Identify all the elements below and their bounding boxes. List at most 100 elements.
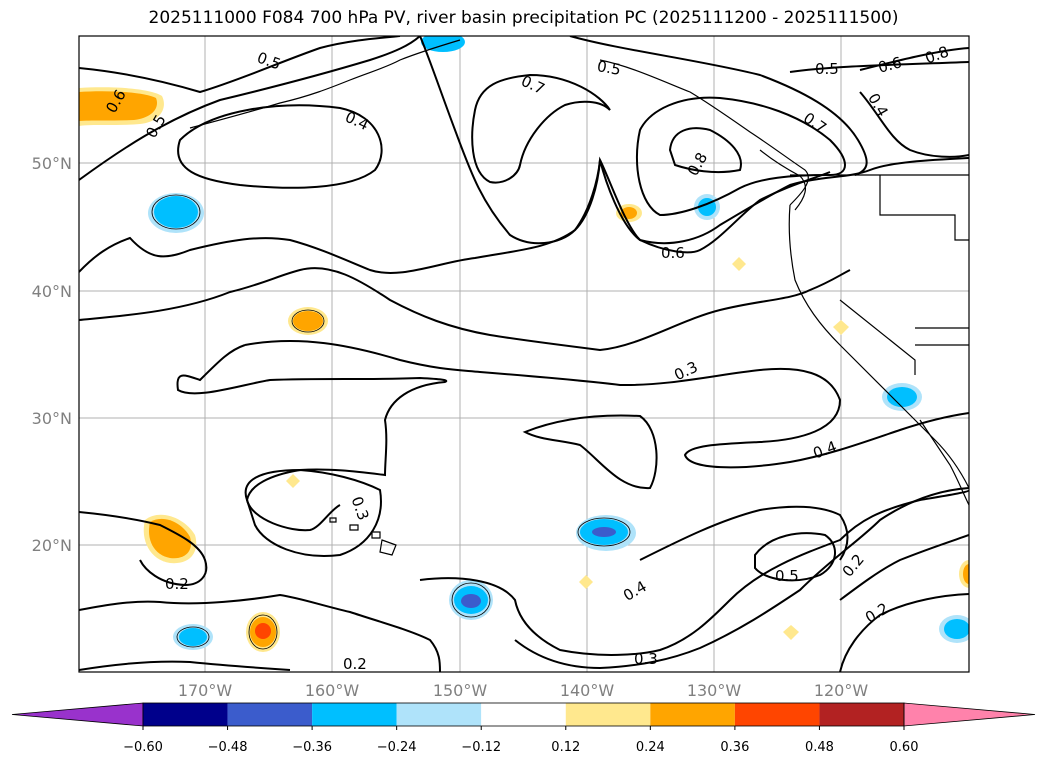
pv-contour-02-se xyxy=(839,534,969,601)
pv-contour-04-se xyxy=(639,505,849,561)
colorbar-box xyxy=(396,703,482,726)
contour-label: 0.2 xyxy=(165,575,189,593)
colorbar-box xyxy=(734,703,820,726)
lon-label-130w: 130°W xyxy=(687,681,742,700)
outline-neg-5 xyxy=(577,517,631,547)
lon-label-150w: 150°W xyxy=(433,681,488,700)
colorbar-tick-label: 0.48 xyxy=(805,740,834,755)
pv-contour-04-south xyxy=(419,489,969,656)
colorbar-tick-label: 0.60 xyxy=(890,740,919,755)
lon-label-160w: 160°W xyxy=(305,681,360,700)
precip-patches xyxy=(79,36,969,652)
colorbar-tick-label: 0.12 xyxy=(551,740,580,755)
pv-contour-02-west xyxy=(79,511,208,587)
pv-contour-05-nw-loop xyxy=(79,36,421,181)
lat-labels: 50°N 40°N 30°N 20°N xyxy=(32,154,72,555)
colorbar-box xyxy=(481,703,566,726)
contour-label: 0.5 xyxy=(596,57,623,79)
pv-contour-05-ne xyxy=(789,61,969,73)
colorbar-box xyxy=(565,703,651,726)
coast-bc xyxy=(759,149,807,211)
colorbar-box xyxy=(312,703,397,726)
precip-outlines xyxy=(151,194,631,650)
precip-patch-pos-6 xyxy=(286,474,300,488)
coast-baja xyxy=(919,419,969,506)
pv-contour-07-ne xyxy=(569,36,868,176)
precip-patch-neg-5-dark xyxy=(592,527,616,537)
precip-patch-neg-2 xyxy=(421,36,465,52)
colorbar-tick-label: −0.60 xyxy=(123,740,163,755)
contour-label: 0.5 xyxy=(775,567,799,585)
contour-label: 0.6 xyxy=(661,244,685,262)
colorbar-box xyxy=(650,703,735,726)
contour-label: 0.3 xyxy=(634,650,658,668)
lon-label-140w: 140°W xyxy=(560,681,615,700)
precip-patch-neg-4-core xyxy=(887,387,917,407)
precip-patch-neg-6-dark xyxy=(461,594,481,608)
map-area xyxy=(79,36,969,672)
pv-contour-07-loop xyxy=(471,73,611,184)
colorbar-tick-label: 0.24 xyxy=(636,740,665,755)
pv-contour-02-se2 xyxy=(839,593,969,672)
coast-alaska-se xyxy=(599,59,809,206)
precip-patch-pos-10-dark xyxy=(255,623,271,639)
pv-contour-08-loop xyxy=(668,127,742,174)
pv-contour-04-e-south xyxy=(522,414,658,490)
colorbar: −0.60 −0.48 −0.36 −0.24 −0.12 0.12 0.24 0.36 0.4… xyxy=(11,702,1036,755)
colorbar-tick-label: −0.48 xyxy=(208,740,248,755)
precip-patch-pos-11-core xyxy=(963,564,969,584)
colorbar-tick-label: −0.12 xyxy=(461,740,501,755)
precip-patch-neg-1-core xyxy=(154,196,198,228)
pv-contour-03-sw-loop xyxy=(244,468,382,557)
outline-pos-10 xyxy=(248,614,278,650)
pv-contour-06-ne xyxy=(859,47,969,71)
colorbar-extend-left xyxy=(11,702,144,727)
pv-contour-02-sw xyxy=(79,593,441,672)
contour-label: 0.5 xyxy=(815,60,839,78)
pv-contour-05-main xyxy=(419,36,831,254)
colorbar-box xyxy=(227,703,313,726)
outline-neg-7 xyxy=(176,626,210,648)
colorbar-box xyxy=(143,703,228,726)
pv-contour-05-se-loop xyxy=(754,532,836,582)
outline-pos-2 xyxy=(291,309,325,333)
pv-contour-03-south xyxy=(79,660,291,671)
precip-patch-pos-7 xyxy=(579,575,593,589)
contour-label: 0.6 xyxy=(876,53,904,77)
lon-label-120w: 120°W xyxy=(814,681,869,700)
precip-patch-pos-2-core xyxy=(293,311,323,331)
colorbar-frame xyxy=(142,702,905,727)
precip-patch-pos-9-core xyxy=(148,518,192,559)
precip-patch-neg-7-core xyxy=(179,628,207,646)
contour-label: 0.2 xyxy=(343,655,367,673)
colorbar-box xyxy=(819,703,904,726)
colorbar-tick-label: −0.24 xyxy=(377,740,417,755)
colorbar-tick-label: −0.36 xyxy=(292,740,332,755)
colorbar-extend-right xyxy=(903,702,1036,727)
coast-us-west xyxy=(788,204,969,489)
colorbar-tick-label: 0.36 xyxy=(720,740,749,755)
precip-patch-pos-8 xyxy=(783,625,799,640)
lat-label-40n: 40°N xyxy=(32,282,72,301)
border-states xyxy=(839,175,969,375)
lat-label-20n: 20°N xyxy=(32,536,72,555)
coast-aleutians xyxy=(189,39,461,129)
map-title: 2025111000 F084 700 hPa PV, river basin … xyxy=(148,8,899,28)
map-frame xyxy=(78,35,970,673)
lat-label-50n: 50°N xyxy=(32,154,72,173)
lon-label-170w: 170°W xyxy=(178,681,233,700)
precip-patch-pos-5 xyxy=(833,320,849,335)
lat-label-30n: 30°N xyxy=(32,409,72,428)
pv-contour-04-ne xyxy=(859,91,969,158)
precip-patch-neg-8-core xyxy=(944,619,969,639)
lon-labels: 170°W 160°W 150°W 140°W 130°W 120°W xyxy=(178,681,869,700)
island-hawaii xyxy=(329,517,397,556)
pv-contours xyxy=(79,36,969,672)
pv-contour-03-se xyxy=(514,487,969,670)
pv-contour-05-north xyxy=(79,36,401,94)
precip-patch-pos-4 xyxy=(732,257,746,271)
pv-contour-03-main xyxy=(79,267,851,352)
pv-contour-03-center xyxy=(244,340,969,469)
outline-neg-6 xyxy=(451,582,491,618)
